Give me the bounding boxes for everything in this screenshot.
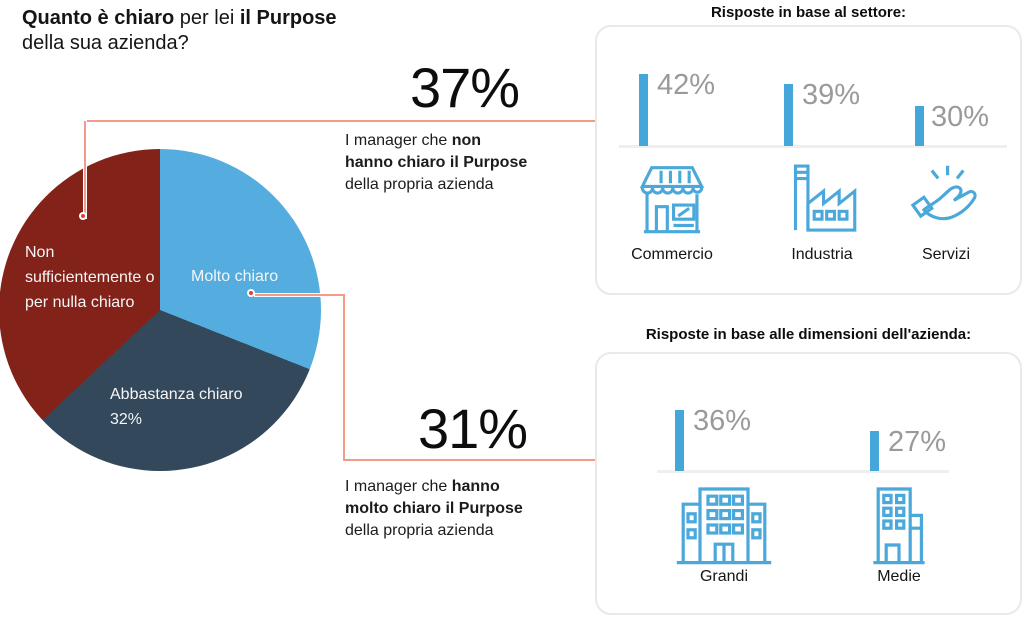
title-regular-1: per lei bbox=[174, 7, 240, 29]
pie-slice-label-molto-chiaro: Molto chiaro bbox=[191, 268, 279, 285]
factory-icon bbox=[793, 164, 857, 232]
sector-industria: Industria bbox=[767, 161, 877, 264]
pie-slice-label-non-chiaro: Non sufficientemente o per nulla chiaro bbox=[25, 244, 155, 311]
stat-31-description: I manager che hanno molto chiaro il Purp… bbox=[345, 478, 523, 539]
sector-commercio: Commercio bbox=[617, 161, 727, 264]
bar-servizi-value: 30% bbox=[931, 101, 990, 133]
sector-commercio-label: Commercio bbox=[631, 246, 713, 263]
pie-chart bbox=[0, 149, 321, 471]
pie-slice-label-abbastanza-chiaro: Abbastanza chiaro 32% bbox=[110, 382, 280, 432]
bar-grandi-value: 36% bbox=[693, 405, 752, 437]
bar-medie bbox=[870, 431, 879, 471]
pie-slice-pct: 32% bbox=[110, 411, 143, 428]
bar-grandi bbox=[675, 410, 684, 471]
bar-commercio-value: 42% bbox=[657, 69, 716, 101]
size-panel-card: 36% 27% Grandi bbox=[595, 352, 1022, 615]
page-title-line1: Quanto è chiaro per lei il Purpose bbox=[22, 6, 337, 31]
sector-panel-heading: Risposte in base al settore: bbox=[710, 4, 907, 21]
sector-panel-card: 42% 39% 30% Commercio bbox=[595, 25, 1022, 295]
size-medie-label: Medie bbox=[877, 568, 921, 585]
pie-slice-label-text: Abbastanza chiaro bbox=[110, 386, 243, 403]
large-building-icon bbox=[676, 487, 772, 565]
sector-servizi-label: Servizi bbox=[921, 246, 970, 263]
size-panel-heading: Risposte in base alle dimensioni dell'az… bbox=[645, 326, 972, 343]
sector-industria-label: Industria bbox=[791, 246, 853, 263]
bar-servizi bbox=[915, 106, 924, 146]
title-bold-1: Quanto è chiaro bbox=[22, 7, 175, 29]
size-grandi-label: Grandi bbox=[699, 568, 749, 585]
giving-hand-icon bbox=[910, 165, 977, 221]
size-grandi: Grandi bbox=[664, 485, 784, 586]
bar-medie-value: 27% bbox=[888, 426, 947, 458]
size-medie: Medie bbox=[839, 485, 959, 586]
stat-37-description: I manager che non hanno chiaro il Purpos… bbox=[345, 132, 528, 193]
page-title-line2: della sua azienda? bbox=[22, 32, 189, 54]
sector-bars-baseline bbox=[619, 145, 1007, 148]
connector-line-31-vertical bbox=[343, 294, 345, 461]
stat-31-percent: 31% bbox=[417, 397, 528, 460]
sector-servizi: Servizi bbox=[891, 161, 1001, 264]
bar-industria bbox=[784, 84, 793, 146]
storefront-icon bbox=[639, 166, 705, 234]
stat-37-percent: 37% bbox=[409, 56, 520, 119]
connector-line-37 bbox=[84, 120, 595, 122]
connector-line-31-from-pie bbox=[255, 294, 345, 296]
bar-industria-value: 39% bbox=[802, 79, 861, 111]
connector-line-37-vertical bbox=[84, 121, 86, 218]
title-bold-2: il Purpose bbox=[239, 7, 337, 29]
connector-line-31-underline bbox=[343, 459, 595, 461]
bar-commercio bbox=[639, 74, 648, 146]
page-title: Quanto è chiaro per lei il Purpose della… bbox=[22, 6, 337, 56]
connector-dot-31 bbox=[247, 289, 255, 297]
medium-building-icon bbox=[873, 487, 925, 565]
size-bars-baseline bbox=[657, 470, 949, 473]
connector-dot-37 bbox=[79, 212, 87, 220]
